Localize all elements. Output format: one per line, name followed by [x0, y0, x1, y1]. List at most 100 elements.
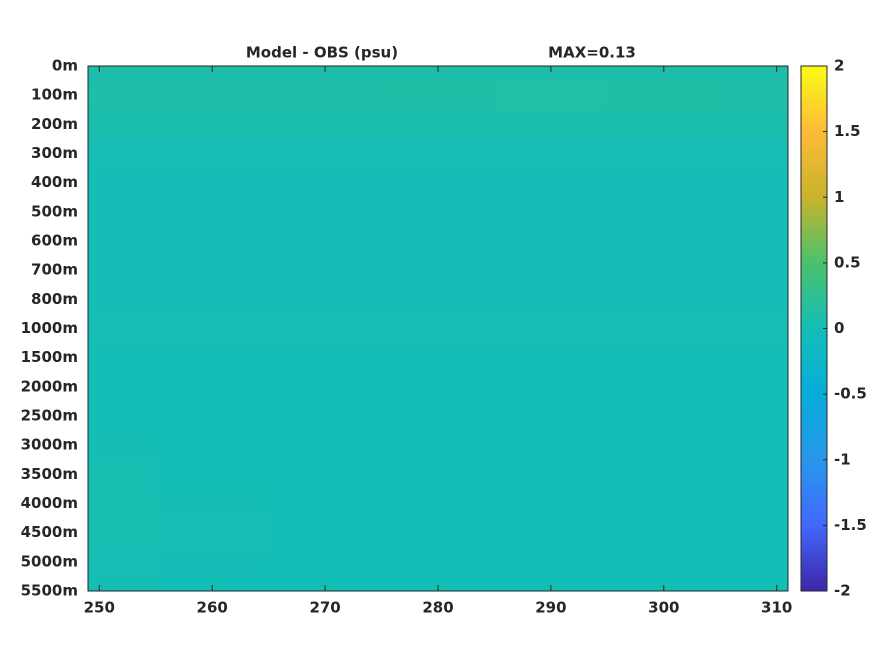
y-tick-label: 0m [52, 57, 78, 75]
heatmap-cell [720, 313, 788, 344]
heatmap-cell [268, 138, 383, 169]
heatmap-cell [268, 66, 383, 82]
heatmap-cell [155, 284, 270, 315]
y-tick-label: 4500m [21, 523, 78, 541]
heatmap-cell [607, 576, 721, 591]
heatmap-cell [268, 401, 383, 432]
heatmap-cell [381, 80, 495, 111]
y-tick-label: 2000m [21, 377, 78, 395]
x-tick-label: 280 [422, 599, 453, 617]
heatmap-cell [720, 255, 788, 286]
heatmap-cell [720, 430, 788, 461]
x-tick-label: 290 [535, 599, 566, 617]
heatmap-cell [607, 284, 721, 315]
y-tick-label: 700m [31, 261, 78, 279]
heatmap-cell [155, 226, 270, 257]
heatmap-cell [494, 401, 608, 432]
heatmap-cell [494, 576, 608, 591]
heatmap-cell [268, 80, 383, 111]
heatmap-cell [720, 576, 788, 591]
heatmap-cell [268, 430, 383, 461]
heatmap-cell [155, 488, 270, 519]
x-tick-label: 260 [197, 599, 228, 617]
heatmap-cell [381, 488, 495, 519]
heatmap-cell [381, 197, 495, 227]
heatmap-cell [381, 459, 495, 490]
heatmap-cell [494, 197, 608, 227]
heatmap-cell [494, 66, 608, 82]
heatmap-cell [720, 459, 788, 490]
heatmap-cell [494, 168, 608, 198]
heatmap-cell [381, 401, 495, 432]
heatmap-cell [607, 138, 721, 169]
heatmap-cell [155, 313, 270, 344]
heatmap-cell [494, 255, 608, 286]
heatmap-cell [268, 109, 383, 140]
heatmap-cell [155, 66, 270, 82]
colorbar-tick-label: 1 [834, 188, 844, 206]
heatmap-cell [155, 459, 270, 490]
heatmap-cell [720, 197, 788, 227]
heatmap-cell [720, 488, 788, 519]
heatmap-cell [155, 255, 270, 286]
heatmap-cell [494, 372, 608, 402]
heatmap-cell [720, 80, 788, 111]
heatmap-cell [88, 197, 157, 227]
colorbar-tick-label: 1.5 [834, 122, 861, 140]
heatmap-cell [607, 430, 721, 461]
x-tick-label: 250 [84, 599, 115, 617]
heatmap-cell [155, 138, 270, 169]
heatmap-cell [607, 313, 721, 344]
heatmap-cell [381, 518, 495, 548]
heatmap-cell [155, 80, 270, 111]
heatmap-cell [155, 547, 270, 577]
y-tick-label: 5500m [21, 582, 78, 600]
heatmap-cell [494, 284, 608, 315]
heatmap-cell [607, 109, 721, 140]
heatmap-cell [381, 284, 495, 315]
heatmap-cell [88, 430, 157, 461]
heatmap-cell [88, 343, 157, 373]
heatmap-cell [607, 255, 721, 286]
heatmap-cell [155, 168, 270, 198]
chart-title: Model - OBS (psu) [246, 44, 398, 62]
heatmap-cell [155, 430, 270, 461]
y-tick-label: 3500m [21, 465, 78, 483]
colorbar-tick-label: 0 [834, 319, 844, 337]
colorbar-tick-label: 2 [834, 57, 844, 75]
heatmap-cell [720, 401, 788, 432]
heatmap-cell [268, 372, 383, 402]
heatmap-cell [155, 343, 270, 373]
heatmap-cell [381, 138, 495, 169]
heatmap-cell [607, 488, 721, 519]
annotation: MAX=0.13 [548, 44, 636, 62]
heatmap-cell [381, 168, 495, 198]
heatmap-cell [88, 109, 157, 140]
heatmap-cell [88, 459, 157, 490]
heatmap-cell [720, 109, 788, 140]
heatmap-cell [720, 372, 788, 402]
heatmap-cell [720, 284, 788, 315]
heatmap-cell [494, 313, 608, 344]
heatmap-cell [88, 313, 157, 344]
y-tick-label: 400m [31, 173, 78, 191]
heatmap-cell [607, 66, 721, 82]
heatmap-cell [268, 547, 383, 577]
heatmap-cell [381, 372, 495, 402]
heatmap-cell [88, 226, 157, 257]
heatmap-cell [494, 459, 608, 490]
heatmap-cell [494, 488, 608, 519]
heatmap-cell [381, 255, 495, 286]
heatmap-cell [88, 488, 157, 519]
y-tick-label: 200m [31, 115, 78, 133]
heatmap-cell [88, 284, 157, 315]
heatmap-cell [268, 576, 383, 591]
heatmap-cell [155, 576, 270, 591]
heatmap-cell [268, 343, 383, 373]
x-tick-label: 270 [309, 599, 340, 617]
heatmap-cell [88, 138, 157, 169]
y-tick-label: 1000m [21, 319, 78, 337]
heatmap-cell [607, 372, 721, 402]
colorbar-tick-label: -2 [834, 582, 851, 600]
y-tick-label: 2500m [21, 407, 78, 425]
